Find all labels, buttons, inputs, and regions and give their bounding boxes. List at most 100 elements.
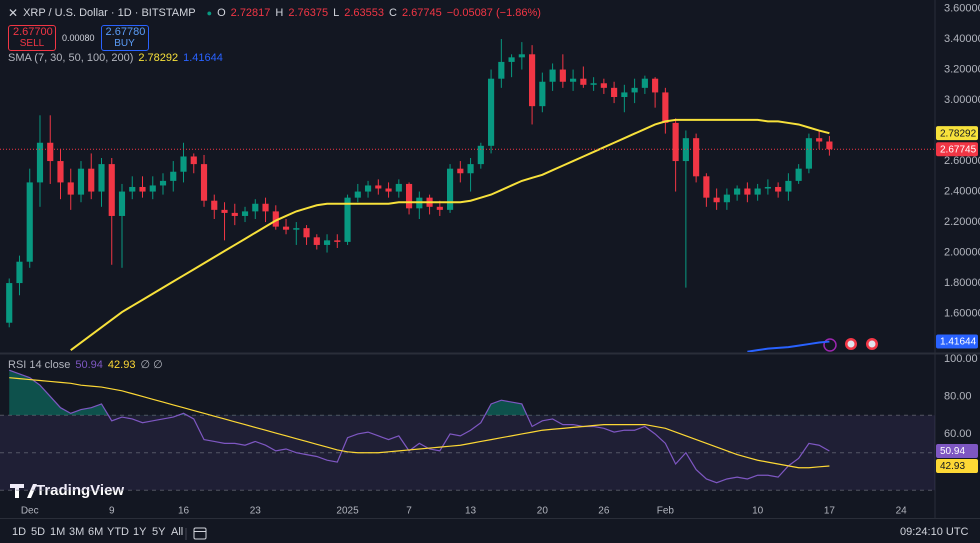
- candle-body: [621, 92, 628, 97]
- last-price-tag: 2.67745: [940, 144, 977, 155]
- candle-body: [385, 188, 392, 192]
- candle-body: [272, 211, 279, 227]
- candle-body: [795, 168, 802, 181]
- candle-body: [334, 240, 341, 242]
- series-value-tag-bg: [936, 458, 978, 473]
- candle-body: [518, 54, 525, 58]
- ohlc-label: H: [275, 7, 284, 19]
- range-button[interactable]: YTD: [107, 526, 129, 538]
- candle-body: [98, 164, 105, 192]
- y-tick-label: 2.60000: [944, 155, 980, 167]
- candle-body: [170, 171, 177, 181]
- candle-body: [631, 87, 638, 93]
- indicator-label[interactable]: RSI 14 close: [8, 358, 71, 371]
- buy-button[interactable]: 2.67780 BUY: [100, 25, 149, 51]
- candle-body: [282, 226, 290, 230]
- buy-price: 2.67780: [105, 26, 146, 38]
- candle-body: [744, 188, 751, 195]
- range-button[interactable]: 1D: [12, 526, 27, 538]
- sell-label: SELL: [19, 38, 45, 49]
- candle-body: [211, 200, 218, 210]
- spread: 0.00080: [62, 33, 95, 43]
- plot-area: [0, 39, 935, 352]
- plot-area: [0, 369, 935, 491]
- indicator-value: 1.41644: [183, 52, 223, 64]
- series-price-tag: 2.78292: [940, 128, 977, 139]
- candle-body: [354, 191, 361, 198]
- candle-body: [77, 168, 85, 195]
- x-tick-label: 10: [752, 506, 764, 517]
- candle-body: [600, 83, 607, 88]
- candle-body: [723, 194, 730, 203]
- candle-body: [446, 168, 454, 210]
- ohlc-label: L: [333, 7, 340, 19]
- candle-body: [88, 168, 95, 192]
- candle-body: [221, 209, 228, 213]
- range-button[interactable]: 6M: [88, 526, 104, 538]
- y-tick-label: 1.60000: [944, 307, 980, 319]
- x-tick-label: 2025: [336, 506, 359, 517]
- candle-body: [754, 188, 761, 195]
- clock: 09:24:10 UTC: [900, 526, 969, 538]
- ohlc-value: 2.67745: [401, 7, 442, 19]
- range-button[interactable]: 1M: [50, 526, 66, 538]
- ohlc-label: O: [217, 7, 226, 19]
- symbol-title[interactable]: XRP / U.S. Dollar · 1D · BITSTAMP: [23, 7, 196, 19]
- candle-body: [405, 183, 413, 209]
- candle-body: [467, 164, 474, 174]
- indicator-label[interactable]: SMA (7, 30, 50, 100, 200): [8, 52, 134, 64]
- candle-body: [662, 92, 669, 123]
- x-tick-label: 7: [406, 506, 412, 517]
- y-tick-label: 60.00: [944, 428, 972, 440]
- x-tick-label: 24: [896, 506, 908, 517]
- candle-body: [641, 78, 648, 88]
- candle-body: [364, 185, 372, 192]
- candle-body: [816, 138, 823, 142]
- sell-button[interactable]: 2.67700 SELL: [8, 25, 56, 51]
- x-tick-label: Feb: [657, 506, 675, 517]
- x-tick-label: 17: [824, 506, 836, 517]
- candle-body: [775, 186, 782, 192]
- y-tick-label: 3.00000: [944, 94, 980, 106]
- range-button[interactable]: 5Y: [152, 526, 166, 538]
- candle-body: [693, 138, 700, 177]
- buy-label: BUY: [114, 38, 135, 49]
- candle-body: [703, 176, 710, 198]
- candle-body: [313, 237, 320, 245]
- candle-body: [539, 81, 546, 107]
- candle-body: [682, 138, 689, 162]
- range-button[interactable]: All: [171, 526, 184, 538]
- event-icons[interactable]: [823, 338, 878, 352]
- candle-body: [6, 283, 13, 323]
- candle-body: [129, 186, 136, 192]
- series-line: [70, 118, 830, 351]
- close-icon[interactable]: ✕: [8, 6, 19, 20]
- series-line: [9, 369, 830, 484]
- ohlc-value: 2.72817: [230, 7, 271, 19]
- range-button[interactable]: 5D: [31, 526, 46, 538]
- candle-body: [805, 138, 812, 169]
- candle-body: [26, 182, 33, 262]
- x-tick-label: 16: [178, 506, 190, 517]
- candle-body: [47, 142, 54, 162]
- y-tick-label: 2.40000: [944, 185, 980, 197]
- candle-body: [36, 142, 44, 183]
- candle-body: [436, 206, 443, 210]
- candle-body: [785, 180, 792, 192]
- rsi-legend: RSI 14 close 50.94 42.93 ∅ ∅: [8, 358, 163, 372]
- ohlc-value: 2.76375: [288, 7, 329, 19]
- series-price-tag-bg: [936, 334, 978, 349]
- candle-body: [16, 261, 23, 284]
- indicator-suffix: ∅ ∅: [140, 359, 163, 371]
- candle-body: [611, 87, 618, 97]
- last-price-tag-bg: [936, 142, 978, 157]
- x-tick-label: Dec: [21, 506, 39, 517]
- candle-body: [200, 164, 208, 201]
- range-button[interactable]: 3M: [69, 526, 85, 538]
- series-value-tag: 50.94: [940, 446, 965, 457]
- x-tick-label: 26: [598, 506, 610, 517]
- range-button[interactable]: 1Y: [133, 526, 147, 538]
- y-tick-label: 80.00: [944, 390, 972, 402]
